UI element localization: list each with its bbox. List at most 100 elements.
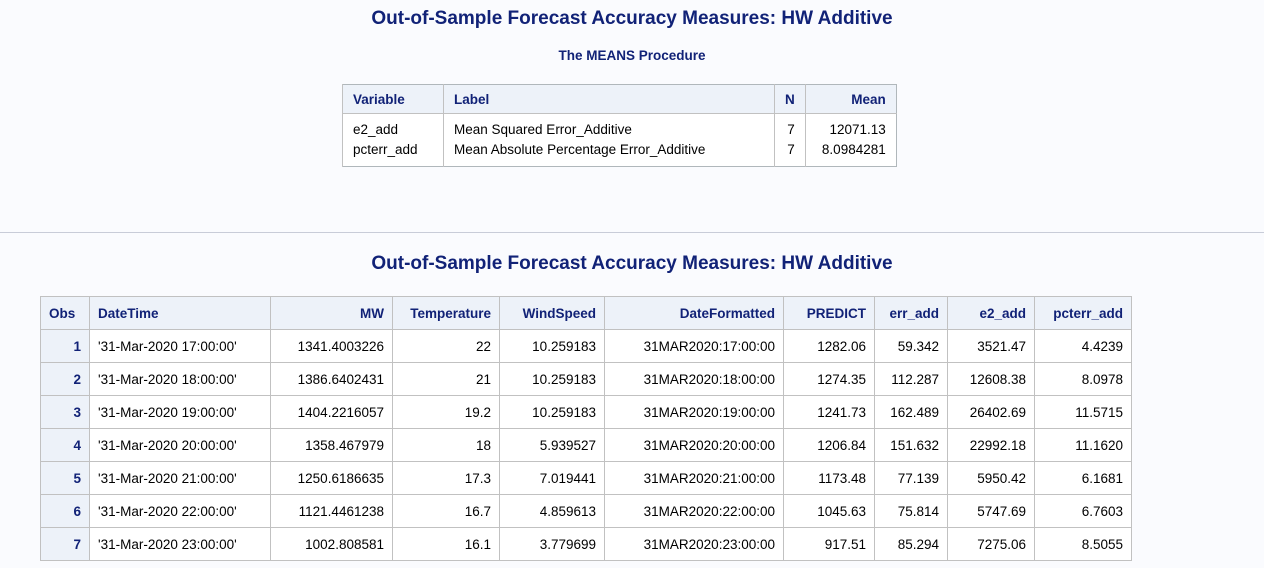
means-n: 7 [774,140,806,167]
cell-predict: 1206.84 [783,428,875,462]
cell-temperature: 18 [392,428,500,462]
table-row: 2'31-Mar-2020 18:00:00' 1386.6402431 21 10.… [40,362,1132,396]
means-variable: e2_add [342,113,444,140]
cell-obs: 6 [40,494,90,528]
table-row: 6'31-Mar-2020 22:00:00' 1121.4461238 16.7 4… [40,494,1132,528]
cell-windspeed: 5.939527 [499,428,605,462]
cell-pcterr-add: 6.1681 [1034,461,1132,495]
header-windspeed: WindSpeed [499,296,605,330]
cell-dateformatted: 31MAR2020:17:00:00 [604,329,784,363]
cell-temperature: 16.1 [392,527,500,561]
means-label: Mean Absolute Percentage Error_Additive [443,140,775,167]
means-row: e2_add Mean Squared Error_Additive 7 120… [342,113,897,140]
cell-pcterr-add: 8.0978 [1034,362,1132,396]
obs-header-row: Obs DateTime MW Temperature WindSpeed Da… [40,296,1132,330]
cell-dateformatted: 31MAR2020:20:00:00 [604,428,784,462]
table-row: 5'31-Mar-2020 21:00:00' 1250.6186635 17.3 7… [40,461,1132,495]
header-n: N [774,84,806,114]
cell-temperature: 19.2 [392,395,500,429]
header-datetime: DateTime [89,296,271,330]
cell-err-add: 151.632 [874,428,948,462]
cell-predict: 1274.35 [783,362,875,396]
header-predict: PREDICT [783,296,875,330]
cell-pcterr-add: 11.5715 [1034,395,1132,429]
means-mean: 12071.13 [804,113,897,140]
section-divider [0,232,1264,233]
means-title: Out-of-Sample Forecast Accuracy Measures… [371,8,893,29]
header-temperature: Temperature [392,296,500,330]
cell-pcterr-add: 6.7603 [1034,494,1132,528]
cell-datetime: '31-Mar-2020 18:00:00' [89,362,271,396]
cell-windspeed: 10.259183 [499,362,605,396]
means-table: Variable Label N Mean e2_add Mean Square… [342,84,897,167]
cell-mw: 1358.467979 [270,428,393,462]
cell-mw: 1386.6402431 [270,362,393,396]
cell-err-add: 77.139 [874,461,948,495]
table-row: 4'31-Mar-2020 20:00:00' 1358.467979 18 5.93… [40,428,1132,462]
cell-windspeed: 10.259183 [499,329,605,363]
cell-datetime: '31-Mar-2020 21:00:00' [89,461,271,495]
cell-mw: 1341.4003226 [270,329,393,363]
cell-err-add: 85.294 [874,527,948,561]
header-obs: Obs [40,296,90,330]
cell-datetime: '31-Mar-2020 19:00:00' [89,395,271,429]
cell-pcterr-add: 4.4239 [1034,329,1132,363]
cell-dateformatted: 31MAR2020:19:00:00 [604,395,784,429]
means-variable: pcterr_add [342,140,444,167]
cell-datetime: '31-Mar-2020 20:00:00' [89,428,271,462]
means-subtitle: The MEANS Procedure [558,48,706,63]
cell-pcterr-add: 11.1620 [1034,428,1132,462]
cell-obs: 1 [40,329,90,363]
cell-predict: 1241.73 [783,395,875,429]
cell-obs: 7 [40,527,90,561]
cell-predict: 1173.48 [783,461,875,495]
table-row: 1'31-Mar-2020 17:00:00' 1341.4003226 22 10.… [40,329,1132,363]
cell-pcterr-add: 8.5055 [1034,527,1132,561]
means-label: Mean Squared Error_Additive [443,113,775,140]
cell-mw: 1002.808581 [270,527,393,561]
cell-predict: 1282.06 [783,329,875,363]
cell-windspeed: 7.019441 [499,461,605,495]
cell-mw: 1250.6186635 [270,461,393,495]
header-pcterr-add: pcterr_add [1034,296,1132,330]
cell-temperature: 21 [392,362,500,396]
obs-table-body: 1'31-Mar-2020 17:00:00' 1341.4003226 22 10.… [40,329,1132,561]
header-mw: MW [270,296,393,330]
header-dateformatted: DateFormatted [604,296,784,330]
cell-obs: 2 [40,362,90,396]
cell-e2-add: 7275.06 [947,527,1035,561]
cell-mw: 1404.2216057 [270,395,393,429]
obs-title: Out-of-Sample Forecast Accuracy Measures… [371,253,893,274]
cell-dateformatted: 31MAR2020:23:00:00 [604,527,784,561]
header-e2-add: e2_add [947,296,1035,330]
cell-e2-add: 3521.47 [947,329,1035,363]
means-mean: 8.0984281 [804,140,897,167]
cell-e2-add: 22992.18 [947,428,1035,462]
header-err-add: err_add [874,296,948,330]
cell-temperature: 22 [392,329,500,363]
header-label: Label [443,84,775,114]
means-row: pcterr_add Mean Absolute Percentage Erro… [342,140,897,167]
cell-e2-add: 5950.42 [947,461,1035,495]
header-variable: Variable [342,84,444,114]
cell-windspeed: 4.859613 [499,494,605,528]
cell-err-add: 112.287 [874,362,948,396]
table-row: 3'31-Mar-2020 19:00:00' 1404.2216057 19.2 1… [40,395,1132,429]
cell-obs: 3 [40,395,90,429]
cell-temperature: 17.3 [392,461,500,495]
cell-dateformatted: 31MAR2020:18:00:00 [604,362,784,396]
table-row: 7'31-Mar-2020 23:00:00' 1002.808581 16.1 3.… [40,527,1132,561]
means-header-row: Variable Label N Mean [342,84,897,114]
cell-mw: 1121.4461238 [270,494,393,528]
cell-e2-add: 26402.69 [947,395,1035,429]
cell-err-add: 59.342 [874,329,948,363]
cell-windspeed: 10.259183 [499,395,605,429]
cell-dateformatted: 31MAR2020:22:00:00 [604,494,784,528]
cell-datetime: '31-Mar-2020 22:00:00' [89,494,271,528]
means-n: 7 [774,113,806,140]
cell-err-add: 75.814 [874,494,948,528]
cell-obs: 5 [40,461,90,495]
cell-obs: 4 [40,428,90,462]
cell-predict: 1045.63 [783,494,875,528]
cell-temperature: 16.7 [392,494,500,528]
